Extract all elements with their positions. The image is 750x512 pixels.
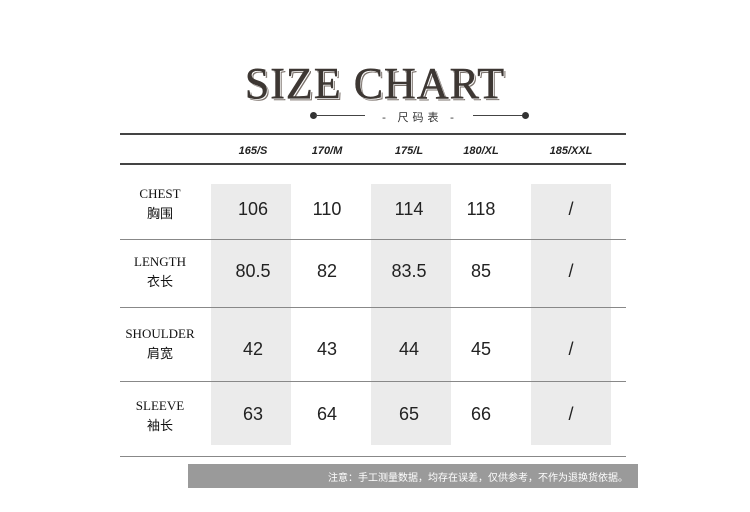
chart-title: SIZE CHART — [244, 59, 506, 109]
table-cell: 118 — [466, 199, 496, 219]
table-cell: / — [568, 199, 574, 219]
row-label: SLEEVE 袖长 — [118, 396, 202, 436]
table-cell: 44 — [398, 339, 420, 359]
row-label-zh: 胸围 — [146, 206, 173, 221]
table-cell: 63 — [242, 404, 264, 424]
table-cell: / — [568, 404, 574, 424]
table-top-rule — [120, 133, 626, 135]
column-shade — [211, 184, 291, 445]
row-label-zh: 衣长 — [146, 274, 173, 289]
disclaimer-bar: 注意：手工测量数据，均存在误差，仅供参考，不作为退换货依据。 — [188, 464, 638, 488]
ornament-line — [315, 115, 365, 116]
ornament-dot — [522, 112, 529, 119]
row-label: LENGTH 衣长 — [118, 252, 202, 292]
table-cell: 64 — [316, 404, 338, 424]
row-label-en: LENGTH — [134, 254, 186, 269]
table-cell: 42 — [242, 339, 264, 359]
disclaimer-text: 注意：手工测量数据，均存在误差，仅供参考，不作为退换货依据。 — [328, 473, 628, 484]
table-cell: 65 — [398, 404, 420, 424]
size-header: 185/XXL — [549, 145, 593, 157]
subtitle: - 尺码表 - — [382, 111, 458, 124]
size-header: 165/S — [238, 145, 268, 157]
row-divider — [120, 239, 626, 240]
table-cell: 82 — [316, 261, 338, 281]
table-cell: 114 — [394, 199, 424, 219]
table-cell: 110 — [312, 199, 342, 219]
table-cell: 43 — [316, 339, 338, 359]
header-rule — [120, 163, 626, 165]
size-header: 175/L — [394, 145, 424, 157]
table-cell: / — [568, 261, 574, 281]
row-label-zh: 袖长 — [146, 418, 173, 433]
row-label-en: SHOULDER — [125, 326, 195, 341]
row-label-en: SLEEVE — [135, 398, 185, 413]
table-cell: 106 — [237, 199, 269, 219]
size-header: 180/XL — [463, 145, 499, 157]
table-cell: 45 — [470, 339, 492, 359]
row-divider — [120, 456, 626, 457]
row-divider — [120, 381, 626, 382]
table-cell: 66 — [470, 404, 492, 424]
row-label-en: CHEST — [139, 186, 181, 201]
subtitle-row: - 尺码表 - — [310, 109, 530, 124]
row-label: SHOULDER 肩宽 — [118, 324, 202, 364]
table-cell: 80.5 — [235, 261, 271, 281]
ornament-dot — [310, 112, 317, 119]
row-label: CHEST 胸围 — [118, 184, 202, 224]
column-shade — [371, 184, 451, 445]
column-shade — [531, 184, 611, 445]
table-cell: / — [568, 339, 574, 359]
table-cell: 83.5 — [391, 261, 427, 281]
ornament-line — [473, 115, 523, 116]
size-header: 170/M — [311, 145, 343, 157]
row-label-zh: 肩宽 — [146, 346, 173, 361]
table-cell: 85 — [470, 261, 492, 281]
row-divider — [120, 307, 626, 308]
